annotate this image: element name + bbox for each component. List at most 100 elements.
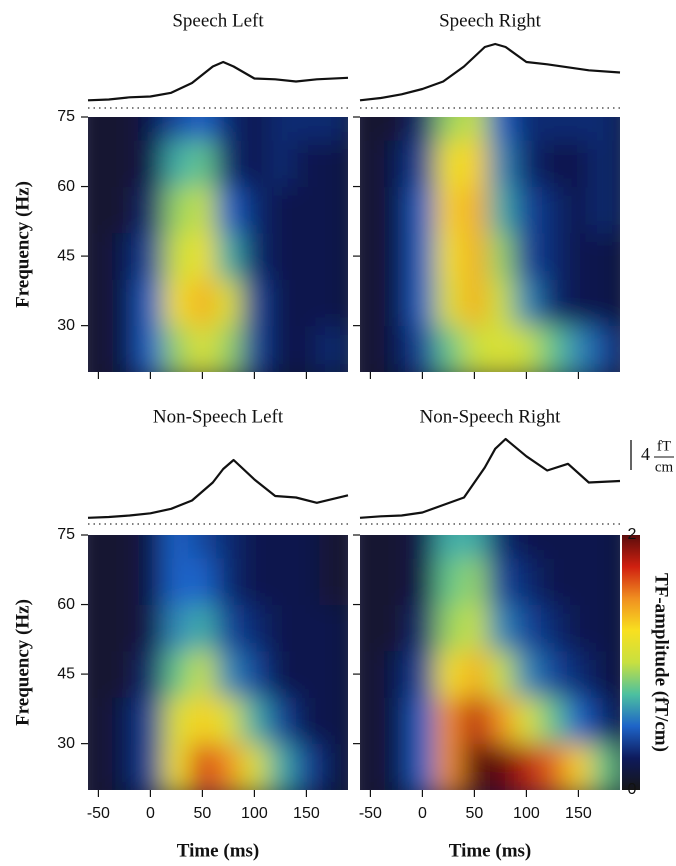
x-axis-label: Time (ms) [177,840,260,861]
x-tick-label: -50 [87,805,110,822]
scale-unit-bottom: cm [655,459,674,475]
heat-cell [565,650,592,698]
heat-cell [487,604,514,652]
heat-cell [241,325,268,372]
x-tick-label: 100 [513,805,540,822]
heat-cell [111,325,138,372]
heat-cell [487,558,514,606]
x-tick-label: 0 [146,805,155,822]
heat-cell [319,232,346,280]
panel-title: Speech Right [439,10,542,31]
heat-cell [137,232,164,280]
heat-cell [215,325,242,372]
heat-cell [383,558,410,606]
colorbar [622,535,640,790]
heat-cell [88,535,112,559]
heatmap-cells [360,535,620,790]
heat-cell [88,117,112,141]
heat-cell [383,604,410,652]
heat-cell [539,279,566,327]
heat-cell [435,117,462,141]
y-tick-label: 30 [57,317,75,334]
panel-title: Non-Speech Right [420,406,562,427]
heat-cell [293,743,320,790]
heat-cell [513,535,540,559]
heat-cell [88,558,112,606]
heat-cell [267,325,294,372]
heat-cell [591,117,618,141]
heat-cell [163,279,190,327]
heat-cell [293,140,320,188]
heat-cell [513,140,540,188]
heat-cell [409,535,436,559]
heat-cell [137,558,164,606]
x-tick-label: 0 [418,805,427,822]
heat-cell [409,232,436,280]
heat-cell [267,558,294,606]
heat-cell [539,697,566,745]
heat-cell [539,117,566,141]
heat-cell [591,604,618,652]
heat-cell [513,186,540,234]
heat-cell [88,140,112,188]
heat-cell [267,697,294,745]
heat-cell [487,117,514,141]
heat-cell [461,604,488,652]
heat-cell [409,140,436,188]
heat-cell [293,186,320,234]
heat-cell [360,117,384,141]
heat-cell [383,650,410,698]
heat-cell [319,604,346,652]
heat-cell [111,140,138,188]
heat-cell [137,535,164,559]
heat-cell [319,650,346,698]
heat-cell [137,186,164,234]
heat-cell [461,535,488,559]
heat-cell [409,743,436,790]
heat-cell [435,650,462,698]
heat-cell [461,140,488,188]
heat-cell [293,232,320,280]
heat-cell [513,325,540,372]
heat-cell [189,650,216,698]
heat-cell [137,604,164,652]
heat-cell [111,535,138,559]
heat-cell [360,232,384,280]
heat-cell [383,697,410,745]
heatmap-cells [88,535,348,790]
heat-cell [409,325,436,372]
heat-cell [111,604,138,652]
heat-cell [189,535,216,559]
heat-cell [241,650,268,698]
heat-cell [565,140,592,188]
heat-cell [409,279,436,327]
heat-cell [241,186,268,234]
heat-cell [461,117,488,141]
heat-cell [435,558,462,606]
heat-cell [189,117,216,141]
heat-cell [409,650,436,698]
colorbar-tick-label: 2 [628,526,637,543]
panel-title: Non-Speech Left [153,406,284,427]
heat-cell [461,558,488,606]
heat-cell [293,604,320,652]
heat-cell [88,232,112,280]
heat-cell [163,325,190,372]
heat-cell [383,186,410,234]
x-tick-label: 50 [466,805,484,822]
heat-cell [137,140,164,188]
heat-cell [409,117,436,141]
heat-cell [383,279,410,327]
y-tick-label: 30 [57,735,75,752]
heat-cell [487,743,514,790]
heat-cell [241,140,268,188]
heat-cell [539,186,566,234]
heat-cell [591,140,618,188]
heat-cell [137,325,164,372]
heat-cell [487,232,514,280]
heat-cell [293,558,320,606]
heat-cell [111,117,138,141]
panel-title: Speech Left [172,10,264,31]
heat-cell [513,743,540,790]
y-tick-label: 45 [57,665,75,682]
